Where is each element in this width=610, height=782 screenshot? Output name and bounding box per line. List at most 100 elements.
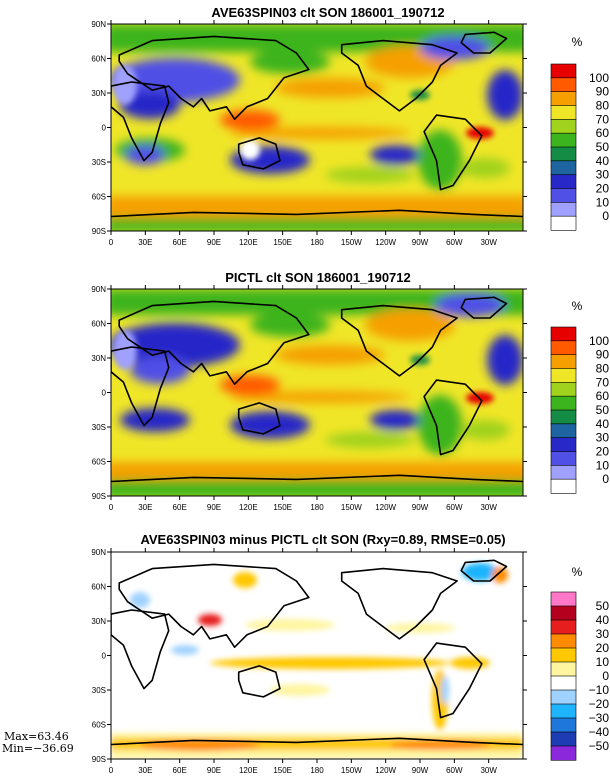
colorbar-level-label: 50 (596, 140, 610, 154)
x-tick-label: 30E (138, 766, 152, 775)
colorbar-units: % (572, 35, 583, 49)
colorbar-level-label: 90 (596, 348, 610, 362)
panel-1-map (111, 24, 523, 231)
colorbar-level-label: 40 (596, 417, 610, 431)
x-tick-label: 90E (207, 238, 221, 247)
colorbar-level-label: 100 (589, 71, 609, 85)
x-tick-label: 120W (375, 766, 396, 775)
colorbar-swatch (550, 633, 577, 649)
colorbar-swatch (550, 731, 577, 747)
colorbar-level-label: 30 (596, 168, 610, 182)
coastline (111, 209, 523, 218)
y-tick-label: 60N (91, 55, 106, 64)
colorbar-swatch (550, 703, 577, 719)
colorbar-swatch (550, 437, 577, 453)
colorbar-units: % (572, 565, 583, 579)
panel-3-title: AVE63SPIN03 minus PICTL clt SON (Rxy=0.8… (140, 532, 505, 547)
coastline (340, 567, 458, 640)
y-tick-label: 30S (92, 423, 106, 432)
colorbar-swatch (550, 423, 577, 439)
colorbar-swatch (550, 202, 577, 217)
x-tick-label: 90E (207, 766, 221, 775)
x-tick-label: 60W (446, 766, 463, 775)
colorbar-units: % (572, 299, 583, 313)
colorbar-level-label: 90 (596, 85, 610, 99)
colorbar-level-label: 10 (596, 195, 610, 209)
x-tick-label: 60E (173, 766, 187, 775)
colorbar-swatch (550, 591, 577, 607)
y-tick-label: 30N (91, 89, 106, 98)
y-tick-label: 30S (92, 686, 106, 695)
coastline (118, 300, 310, 386)
y-tick-label: 90N (91, 20, 106, 29)
colorbar-swatch (550, 647, 577, 663)
panel-2-coastlines (111, 296, 523, 483)
colorbar-level-label: 50 (596, 599, 610, 613)
colorbar-level-label: 20 (596, 445, 610, 459)
colorbar-level-label: 30 (596, 627, 610, 641)
colorbar-level-label: 60 (596, 389, 610, 403)
panel-3: AVE63SPIN03 minus PICTL clt SON (Rxy=0.8… (2, 532, 524, 760)
y-tick-label: 60N (91, 320, 106, 329)
colorbar-swatch (550, 105, 577, 120)
x-tick-label: 30W (480, 766, 497, 775)
coastline (237, 665, 281, 698)
y-tick-label: 0 (102, 652, 107, 661)
colorbar-swatch (550, 605, 577, 621)
min-stat: Min=−36.69 (2, 742, 74, 755)
y-tick-label: 90S (92, 227, 106, 236)
colorbar-level-label: 80 (596, 99, 610, 113)
colorbar-level-label: −20 (589, 697, 610, 711)
colorbar-level-label: 50 (596, 403, 610, 417)
x-tick-label: 30E (138, 503, 152, 512)
y-tick-label: 60S (92, 721, 106, 730)
colorbar-level-label: 20 (596, 182, 610, 196)
colorbar-swatch (550, 465, 577, 480)
colorbar-level-label: −30 (589, 711, 610, 725)
colorbar-swatch (550, 132, 577, 148)
y-tick-label: 90S (92, 492, 106, 501)
colorbar-swatch (550, 77, 577, 93)
coastline (111, 346, 170, 427)
colorbar-swatch (550, 340, 577, 356)
x-tick-label: 30W (480, 503, 497, 512)
colorbar-swatch (550, 63, 577, 79)
coastline (111, 737, 523, 746)
coastline (111, 609, 170, 690)
x-tick-label: 150E (273, 766, 292, 775)
y-tick-label: 60S (92, 458, 106, 467)
x-tick-label: 180 (310, 766, 324, 775)
coastline (340, 304, 458, 377)
coastline (111, 474, 523, 483)
y-tick-label: 60N (91, 583, 106, 592)
colorbar-level-label: −10 (589, 683, 610, 697)
x-tick-label: 60W (446, 238, 463, 247)
coastline (237, 137, 281, 170)
colorbar-level-label: 20 (596, 641, 610, 655)
x-tick-label: 150E (273, 238, 292, 247)
colorbar-swatch (550, 661, 577, 677)
colorbar-level-label: 0 (602, 209, 609, 223)
colorbar-swatch (550, 745, 577, 761)
colorbar-swatch (550, 160, 577, 176)
colorbar-level-label: −50 (589, 739, 610, 753)
coastline (423, 114, 483, 191)
x-tick-label: 30E (138, 238, 152, 247)
colorbar-level-label: −40 (589, 725, 610, 739)
y-tick-label: 90N (91, 285, 106, 294)
coastline (237, 402, 281, 435)
y-tick-label: 0 (102, 389, 107, 398)
x-tick-label: 120E (239, 238, 258, 247)
colorbar-level-label: 10 (596, 655, 610, 669)
colorbar-swatch (550, 619, 577, 635)
colorbar-level-label: 10 (596, 458, 610, 472)
colorbar-level-label: 40 (596, 613, 610, 627)
x-tick-label: 180 (310, 503, 324, 512)
generated-layer: 0 30E 60E 90E 120E 150E 180 150W 120W 90W 60W 30W 90… (91, 20, 609, 775)
colorbar-level-label: 60 (596, 126, 610, 140)
colorbar-swatch (550, 689, 577, 705)
